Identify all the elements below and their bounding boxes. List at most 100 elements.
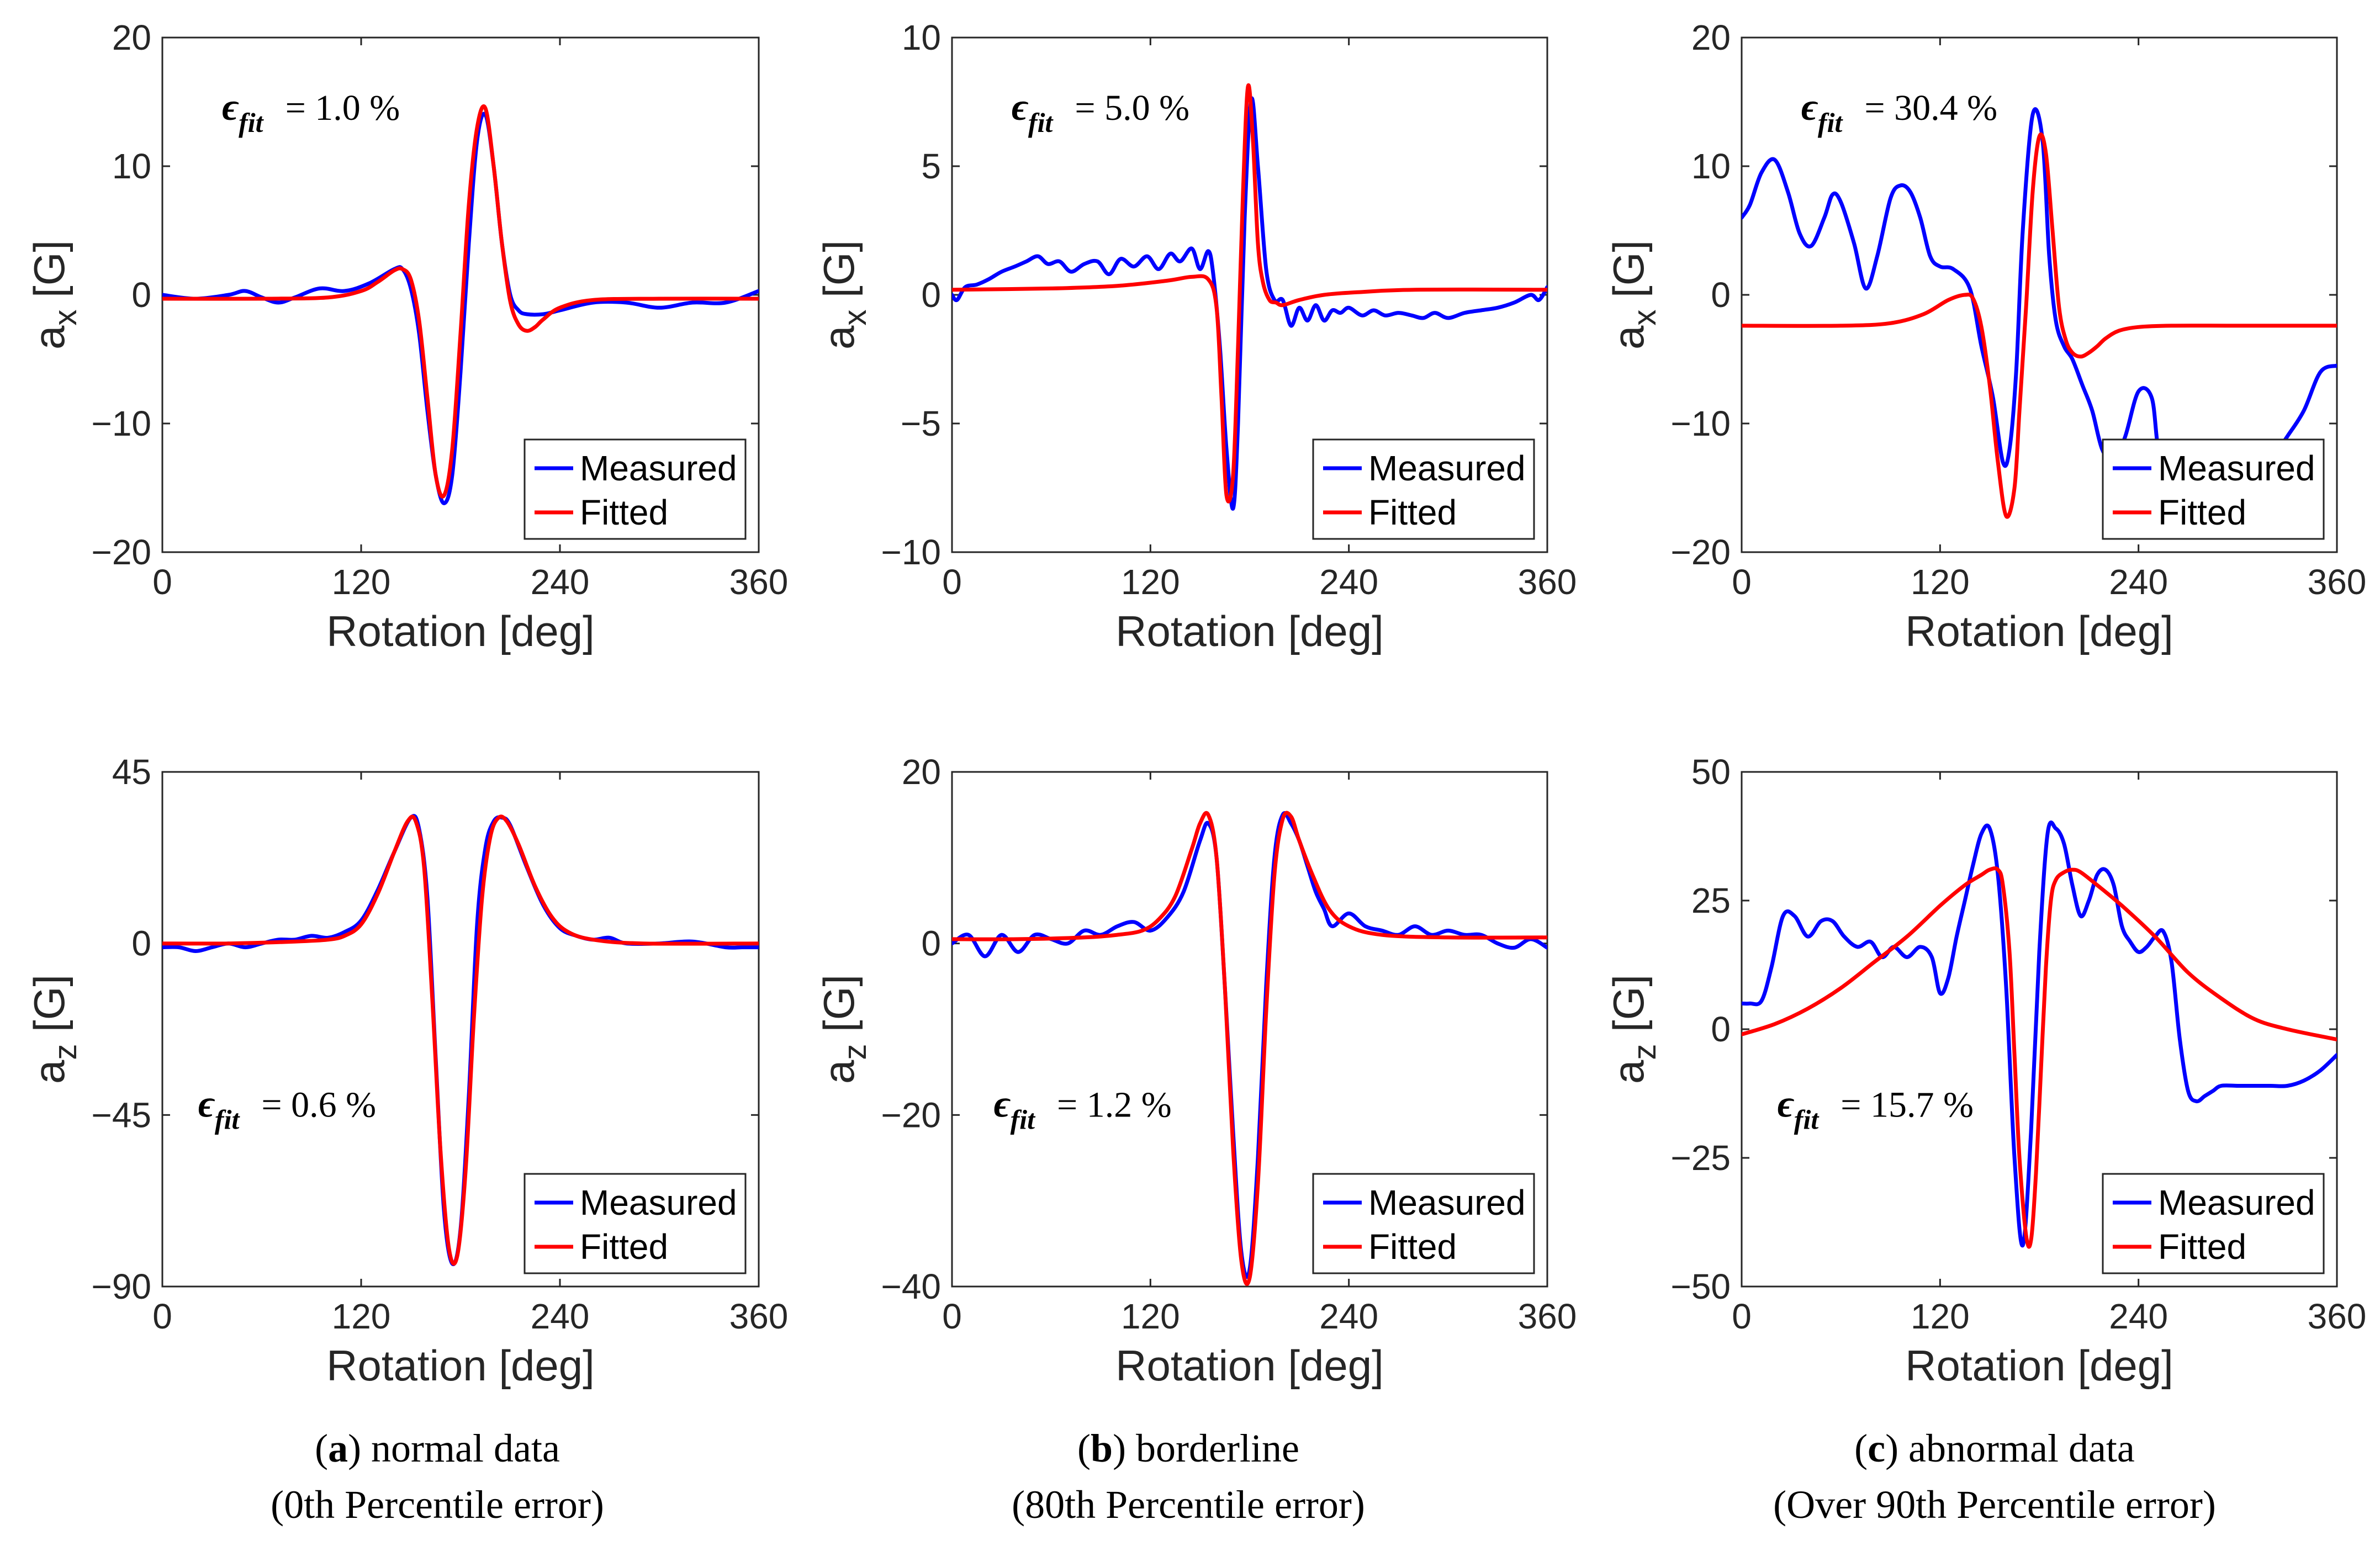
x-tick-label: 0 (942, 1296, 962, 1336)
y-tick-label: −10 (91, 404, 151, 443)
legend-entry-fitted: Fitted (580, 1227, 668, 1267)
y-tick-label: 25 (1691, 881, 1731, 920)
x-tick-label: 0 (152, 562, 172, 602)
legend-entry-fitted: Fitted (2158, 1227, 2246, 1267)
legend-entry-fitted: Fitted (1368, 1227, 1457, 1267)
chart-b-bottom: 0 120 240 360 −40 −20 0 20 Rotation [deg] az [G] M… (815, 752, 1577, 1390)
legend-box (523, 1173, 747, 1274)
y-axis-label: az [G] (1604, 975, 1663, 1084)
x-tick-label: 240 (1319, 562, 1378, 602)
x-tick-label: 0 (152, 1296, 172, 1336)
series-line-fitted (952, 811, 1547, 1286)
x-axis-label: Rotation [deg] (326, 607, 595, 655)
chart-c-top: 0 120 240 360 −20 −10 0 10 20 Rotation [deg] ax [G… (1604, 18, 2366, 655)
y-tick-label: −20 (881, 1095, 941, 1135)
y-tick-label: 5 (921, 146, 941, 186)
series-line-fitted (952, 83, 1547, 504)
x-axis-label: Rotation [deg] (1115, 607, 1384, 655)
fit-error-annotation: ϵfit = 30.4 % (1801, 86, 1997, 138)
chart-a-bottom: 0 120 240 360 −90 −45 0 45 Rotation [deg] az [G] M… (25, 752, 788, 1390)
x-tick-label: 360 (2308, 562, 2367, 602)
y-tick-label: −10 (881, 532, 941, 572)
legend-entry-fitted: Fitted (2158, 493, 2246, 532)
x-tick-label: 240 (2109, 1296, 2168, 1336)
chart-b-top: 0 120 240 360 −10 −5 0 5 10 Rotation [deg] ax [G] M… (815, 18, 1577, 655)
y-axis-label: ax [G] (815, 240, 873, 350)
x-tick-label: 360 (729, 1296, 789, 1336)
legend-entry-measured: Measured (2158, 448, 2315, 488)
y-tick-label: 20 (902, 752, 941, 792)
y-tick-label: −25 (1670, 1138, 1731, 1178)
y-tick-label: 0 (921, 275, 941, 315)
x-tick-label: 240 (2109, 562, 2168, 602)
x-tick-label: 240 (1319, 1296, 1378, 1336)
fit-error-annotation: ϵfit = 1.0 % (222, 86, 400, 138)
x-tick-label: 120 (1121, 562, 1180, 602)
y-tick-label: −20 (1670, 532, 1731, 572)
chart-a-top: 0 120 240 360 −20 −10 0 10 20 Rotation [deg] ax [G… (25, 18, 788, 655)
y-tick-label: 10 (1691, 146, 1731, 186)
y-tick-label: −45 (91, 1095, 151, 1135)
series-group (952, 811, 1547, 1286)
y-tick-label: −10 (1670, 404, 1731, 443)
y-tick-label: 0 (131, 924, 151, 964)
y-tick-label: 45 (112, 752, 151, 792)
y-tick-label: −5 (901, 404, 941, 443)
y-tick-label: 0 (921, 924, 941, 964)
legend-entry-fitted: Fitted (1368, 493, 1457, 532)
legend-box (2102, 438, 2325, 540)
x-axis-label: Rotation [deg] (1115, 1341, 1384, 1390)
legend-entry-measured: Measured (580, 1183, 737, 1222)
y-tick-label: −50 (1670, 1267, 1731, 1306)
x-tick-label: 0 (1732, 1296, 1752, 1336)
x-axis-label: Rotation [deg] (326, 1341, 595, 1390)
x-tick-label: 120 (1911, 1296, 1970, 1336)
y-axis-label: ax [G] (1604, 240, 1663, 350)
legend-entry-measured: Measured (2158, 1183, 2315, 1222)
caption-b: (b) borderline (80th Percentile error) (1012, 1426, 1365, 1527)
x-tick-label: 240 (531, 1296, 590, 1336)
x-tick-label: 360 (2308, 1296, 2367, 1336)
fit-error-annotation: ϵfit = 0.6 % (198, 1083, 376, 1135)
chart-c-bottom: 0 120 240 360 −50 −25 0 25 50 Rotation [deg] az [G… (1604, 752, 2366, 1390)
series-line-fitted (162, 104, 759, 499)
legend-box (1312, 1173, 1535, 1274)
fit-error-annotation: ϵfit = 15.7 % (1778, 1083, 1974, 1135)
y-tick-label: 10 (902, 18, 941, 57)
legend-entry-measured: Measured (1368, 1183, 1526, 1222)
x-tick-label: 0 (942, 562, 962, 602)
x-tick-label: 360 (1518, 1296, 1577, 1336)
x-tick-label: 120 (332, 1296, 391, 1336)
y-tick-label: 20 (112, 18, 151, 57)
series-line-fitted (1742, 866, 2337, 1249)
y-tick-label: −90 (91, 1267, 151, 1306)
series-line-fitted (162, 814, 759, 1266)
fit-error-annotation: ϵfit = 5.0 % (1012, 86, 1189, 138)
caption-a: (a) normal data (0th Percentile error) (271, 1426, 604, 1527)
x-tick-label: 120 (332, 562, 391, 602)
x-tick-label: 360 (1518, 562, 1577, 602)
x-axis-label: Rotation [deg] (1905, 1341, 2173, 1390)
y-axis-label: ax [G] (25, 240, 83, 350)
series-line-measured (1742, 821, 2337, 1248)
x-axis-label: Rotation [deg] (1905, 607, 2173, 655)
legend-box (2102, 1173, 2325, 1274)
series-group (162, 104, 759, 505)
x-tick-label: 360 (729, 562, 789, 602)
fit-error-annotation: ϵfit = 1.2 % (993, 1083, 1171, 1135)
series-group (952, 83, 1547, 511)
y-tick-label: 50 (1691, 752, 1731, 792)
y-tick-label: 20 (1691, 18, 1731, 57)
series-group (1742, 821, 2337, 1249)
y-tick-label: 0 (1711, 1009, 1731, 1049)
series-group (162, 814, 759, 1267)
y-axis-label: az [G] (815, 975, 873, 1084)
x-tick-label: 120 (1121, 1296, 1180, 1336)
y-tick-label: 0 (1711, 275, 1731, 315)
x-tick-label: 0 (1732, 562, 1752, 602)
legend-box (1312, 438, 1535, 540)
y-tick-label: 10 (112, 146, 151, 186)
legend-entry-measured: Measured (1368, 448, 1526, 488)
legend-box (523, 438, 747, 540)
